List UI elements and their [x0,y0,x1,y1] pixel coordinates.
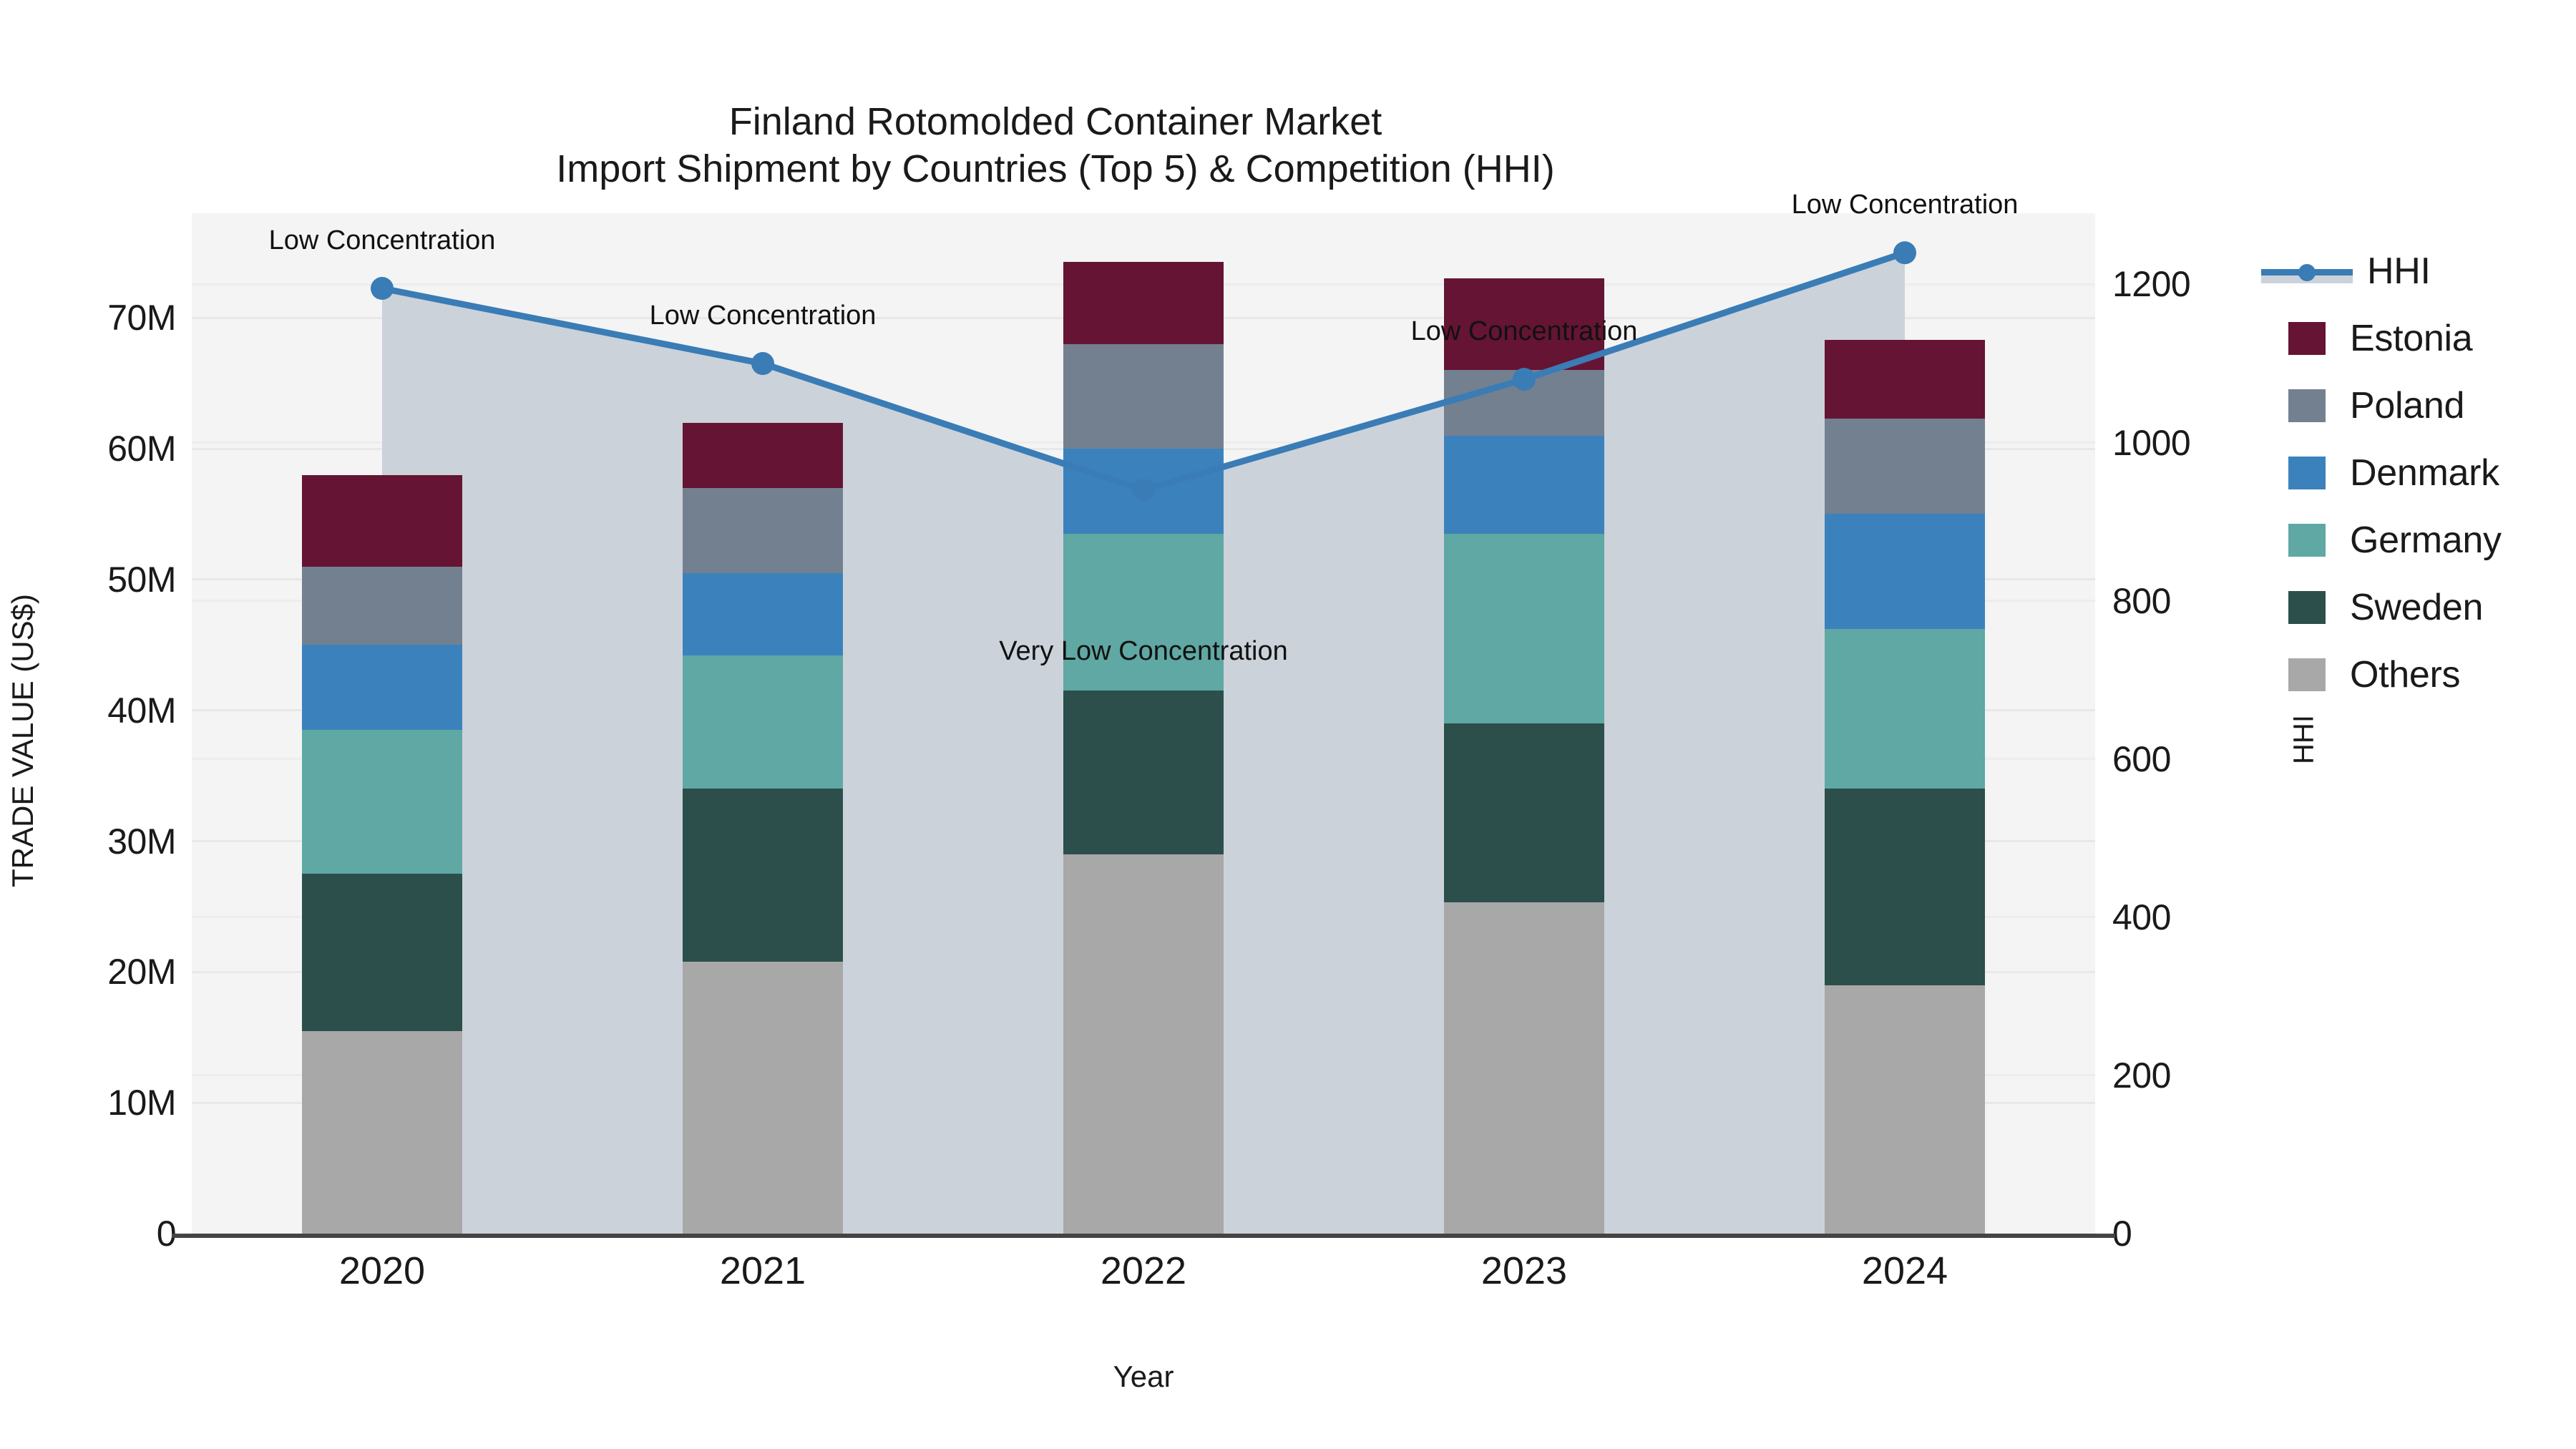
x-tick-2022: 2022 [1100,1249,1187,1292]
bar-segment-others-2020[interactable] [302,1030,462,1234]
legend-item-hhi[interactable]: HHI [2261,238,2569,305]
legend-item-label: Germany [2350,519,2502,561]
plot-area: Low Concentration Low Concentration Very L… [192,190,2095,1235]
legend-item-others[interactable]: Others [2261,641,2569,708]
annotation-2024: Low Concentration [1791,190,2019,220]
legend-item-label: HHI [2367,250,2431,292]
y-tick-right-1000: 1000 [2112,422,2191,463]
y-tick-left-0: 0 [156,1214,177,1254]
legend-item-sweden[interactable]: Sweden [2261,574,2569,641]
bar-segment-sweden-2024[interactable] [1825,789,1985,985]
y-tick-left-70M: 70M [107,298,176,338]
bar-segment-poland-2020[interactable] [302,566,462,645]
x-axis-line [172,1234,2115,1238]
x-tick-2021: 2021 [719,1249,806,1292]
y-tick-left-40M: 40M [107,690,176,731]
legend-swatch-icon [2288,457,2326,489]
bar-segment-germany-2020[interactable] [302,730,462,874]
hhi-line-icon [2261,255,2353,288]
legend-item-label: Denmark [2350,452,2499,494]
x-tick-2023: 2023 [1480,1249,1568,1292]
y-tick-right-200: 200 [2112,1055,2171,1096]
bar-segment-estonia-2020[interactable] [302,474,462,567]
bar-segment-poland-2022[interactable] [1063,343,1224,449]
bar-segment-denmark-2022[interactable] [1063,449,1224,534]
legend-swatch-icon [2288,658,2326,691]
legend-item-denmark[interactable]: Denmark [2261,439,2569,507]
legend-swatch-icon [2288,524,2326,557]
y-tick-right-0: 0 [2112,1214,2132,1254]
legend-item-label: Sweden [2350,587,2484,628]
bar-segment-germany-2022[interactable] [1063,533,1224,691]
bar-segment-others-2022[interactable] [1063,854,1224,1234]
legend-swatch-icon [2288,322,2326,355]
y-tick-left-50M: 50M [107,559,176,600]
bar-segment-denmark-2024[interactable] [1825,514,1985,630]
x-axis-title: Year [1113,1360,1174,1393]
annotation-2021: Low Concentration [649,301,877,331]
bar-segment-germany-2024[interactable] [1825,629,1985,789]
annotation-2022: Very Low Concentration [999,635,1288,666]
bar-segment-denmark-2023[interactable] [1444,435,1604,534]
chart-title-line1: Finland Rotomolded Container Market [728,99,1382,143]
bar-segment-sweden-2023[interactable] [1444,723,1604,903]
bar-segment-denmark-2020[interactable] [302,645,462,731]
legend-item-germany[interactable]: Germany [2261,507,2569,574]
bar-segment-estonia-2024[interactable] [1825,340,1985,419]
bar-segment-germany-2023[interactable] [1444,533,1604,723]
y-tick-left-10M: 10M [107,1083,176,1123]
y-tick-right-800: 800 [2112,580,2171,621]
legend-swatch-icon [2288,591,2326,624]
bar-segment-sweden-2020[interactable] [302,874,462,1031]
legend-item-poland[interactable]: Poland [2261,372,2569,439]
bar-segment-poland-2021[interactable] [683,487,843,573]
bar-segment-others-2021[interactable] [683,961,843,1234]
bar-segment-others-2023[interactable] [1444,902,1604,1234]
chart-title: Finland Rotomolded Container Market Impo… [0,52,2111,240]
y-tick-right-400: 400 [2112,897,2171,937]
chart-title-line2: Import Shipment by Countries (Top 5) & C… [556,147,1555,190]
hhi-marker-2020[interactable] [371,277,394,301]
annotation-2020: Low Concentration [268,225,496,255]
bar-segment-estonia-2022[interactable] [1063,261,1224,344]
legend-item-label: Others [2350,654,2461,696]
bar-segment-denmark-2021[interactable] [683,572,843,655]
legend-item-label: Estonia [2350,318,2473,359]
legend-item-estonia[interactable]: Estonia [2261,305,2569,372]
bar-segment-germany-2021[interactable] [683,655,843,789]
hhi-marker-2024[interactable] [1893,241,1916,265]
y-tick-left-30M: 30M [107,821,176,862]
bar-segment-others-2024[interactable] [1825,985,1985,1234]
y-axis-left-title: TRADE VALUE (US$) [6,594,39,887]
y-tick-left-60M: 60M [107,429,176,469]
legend-item-label: Poland [2350,385,2465,426]
annotation-2023: Low Concentration [1410,316,1638,347]
x-tick-2024: 2024 [1861,1249,1948,1292]
legend: HHI Estonia Poland Denmark Germany Sweden Othe… [2261,238,2569,708]
y-tick-left-20M: 20M [107,952,176,992]
bar-segment-estonia-2021[interactable] [683,422,843,488]
bar-segment-sweden-2021[interactable] [683,789,843,962]
legend-swatch-icon [2288,389,2326,422]
bar-segment-poland-2023[interactable] [1444,370,1604,436]
y-tick-right-1200: 1200 [2112,264,2191,305]
bar-segment-poland-2024[interactable] [1825,419,1985,514]
y-tick-right-600: 600 [2112,738,2171,779]
bar-segment-sweden-2022[interactable] [1063,691,1224,854]
hhi-marker-2021[interactable] [751,352,774,376]
x-tick-2020: 2020 [338,1249,426,1292]
